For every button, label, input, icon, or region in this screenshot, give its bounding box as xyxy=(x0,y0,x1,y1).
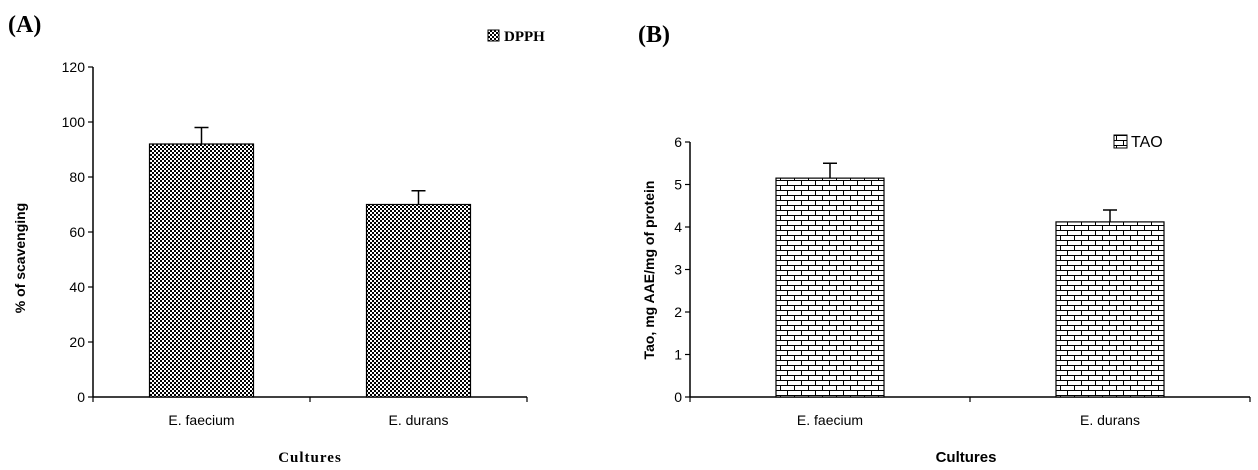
panel-a-legend: DPPH xyxy=(487,29,545,45)
panel-b-category-label-2: E. durans xyxy=(1080,412,1140,428)
panel-a-y-tick-label: 40 xyxy=(69,279,85,295)
panel-a-y-tick-label: 100 xyxy=(62,114,86,130)
panel-a-y-axis-label: % of scavenging xyxy=(12,203,28,313)
panel-b-y-axis-label: Tao, mg AAE/mg of protein xyxy=(641,181,657,360)
panel-b: (B) 0 1 2 3 4 5 6 E. faecium E. durans Tao, mg A… xyxy=(638,22,1251,466)
panel-a-bar-2 xyxy=(365,203,472,398)
panel-b-y-tick-label: 2 xyxy=(674,304,682,320)
panel-b-bar-1 xyxy=(775,177,885,398)
panel-b-x-axis-label: Cultures xyxy=(936,449,997,466)
panel-a-y-tick-label: 0 xyxy=(77,389,85,405)
panel-a-legend-swatch xyxy=(487,29,500,42)
panel-b-category-label-1: E. faecium xyxy=(797,412,863,428)
panel-a-bar-1 xyxy=(148,143,255,398)
panel-a-category-label-1: E. faecium xyxy=(168,412,234,428)
panel-a: (A) 0 20 40 60 80 100 120 E. faecium E. durans %… xyxy=(8,12,545,466)
panel-a-x-axis-label: Cultures xyxy=(278,450,342,466)
panel-b-legend-swatch xyxy=(1113,134,1128,149)
panel-a-y-tick-label: 120 xyxy=(62,59,86,75)
panel-b-y-tick-label: 0 xyxy=(674,389,682,405)
panel-a-plot: 0 20 40 60 80 100 120 E. faecium E. durans xyxy=(62,59,528,428)
panel-b-legend-label: TAO xyxy=(1131,134,1163,151)
panel-b-plot: 0 1 2 3 4 5 6 E. faecium E. durans xyxy=(674,134,1251,428)
panel-b-y-tick-label: 1 xyxy=(674,347,682,363)
panel-b-letter: (B) xyxy=(638,22,670,48)
panel-a-letter: (A) xyxy=(8,12,41,38)
panel-a-category-label-2: E. durans xyxy=(389,412,449,428)
panel-b-y-tick-label: 6 xyxy=(674,134,682,150)
panel-a-y-tick-label: 20 xyxy=(69,334,85,350)
panel-b-y-tick-label: 4 xyxy=(674,219,682,235)
panel-a-y-tick-label: 80 xyxy=(69,169,85,185)
panel-b-legend: TAO xyxy=(1113,134,1163,151)
panel-b-bar-2 xyxy=(1055,221,1165,398)
panel-a-legend-label: DPPH xyxy=(504,29,545,45)
panel-b-y-tick-label: 5 xyxy=(674,177,682,193)
panel-b-y-tick-label: 3 xyxy=(674,262,682,278)
panel-a-y-tick-label: 60 xyxy=(69,224,85,240)
